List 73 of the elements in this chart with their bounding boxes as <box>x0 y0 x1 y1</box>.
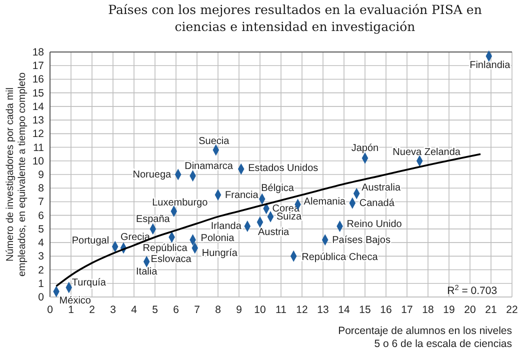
annotation: Luxemburgo <box>152 197 208 208</box>
annotation: Polonia <box>200 232 235 244</box>
annotation: Países Bajos <box>332 234 390 246</box>
annotation: Portugal <box>72 236 110 247</box>
y-tick-label: 14 <box>32 100 44 113</box>
y-tick-label: 4 <box>38 237 44 250</box>
annotation: Italia <box>136 266 158 278</box>
x-tick-label: 21 <box>485 304 497 316</box>
x-tick-label: 3 <box>110 304 116 316</box>
y-axis-title: Número de investigadores por cada mil empleados, en equivalente a tiempo completo <box>5 72 28 277</box>
annotation: Nueva Zelanda <box>392 146 461 158</box>
annotation: Bélgica <box>261 183 294 194</box>
y-tick-label: 9 <box>38 169 44 181</box>
y-tick-label: 16 <box>32 74 44 86</box>
x-tick-label: 17 <box>401 304 413 316</box>
annotation: Austria <box>258 227 290 238</box>
y-tick-label: 8 <box>38 182 44 195</box>
annotation: Suecia <box>198 136 230 147</box>
y-tick-label: 11 <box>33 142 44 154</box>
y-tick-label: 7 <box>38 196 44 208</box>
x-tick-label: 1 <box>68 304 74 316</box>
x-tick-label: 22 <box>506 304 518 316</box>
x-tick-label: 13 <box>317 304 329 316</box>
x-tick-label: 2 <box>89 304 96 316</box>
x-tick-label: 15 <box>359 304 371 316</box>
y-tick-label: 18 <box>32 46 44 58</box>
y-tick-label: 6 <box>38 210 44 222</box>
x-tick-label: 8 <box>215 304 222 316</box>
annotation: Japón <box>351 143 379 154</box>
x-tick-label: 5 <box>152 304 158 316</box>
annotation: República Eslovaca <box>142 243 192 266</box>
annotation: Hungría <box>202 248 238 259</box>
x-tick-label: 10 <box>254 304 266 316</box>
y-tick-label: 2 <box>38 264 44 276</box>
annotation: Grecia <box>120 232 150 243</box>
x-tick-label: 0 <box>47 304 54 316</box>
annotation: República Checa <box>302 252 378 264</box>
annotation: Alemania <box>304 196 346 208</box>
annotation: Finlandia <box>470 60 511 72</box>
x-tick-label: 19 <box>443 304 455 316</box>
x-tick-label: 7 <box>194 304 200 316</box>
annotation: Estados Unidos <box>248 163 318 174</box>
annotation: Dinamarca <box>184 160 234 172</box>
annotation: Noruega <box>132 170 172 180</box>
x-tick-label: 20 <box>464 304 476 316</box>
annotation: Australia <box>362 182 401 194</box>
x-tick-label: 9 <box>236 304 242 316</box>
y-tick-label: 5 <box>38 223 44 236</box>
x-axis-title: Porcentaje de alumnos en los niveles 5 o 6 de la escala de ciencias <box>338 325 512 350</box>
annotation: México <box>59 296 92 307</box>
annotation: Turquía <box>72 277 106 288</box>
annotation: Reino Unido <box>346 219 402 230</box>
x-tick-label: 12 <box>296 304 308 316</box>
y-tick-label: 3 <box>38 250 44 263</box>
y-tick-label: 13 <box>32 114 44 127</box>
x-tick-label: 4 <box>131 304 138 316</box>
x-tick-label: 11 <box>276 304 287 316</box>
chart-title: Países con los mejores resultados en la evaluación PISA en ciencias e intensidad en investigación <box>108 2 482 34</box>
y-tick-label: 1 <box>38 278 44 290</box>
annotation: España <box>136 214 170 225</box>
annotation: Francia <box>225 190 259 201</box>
y-tick-label: 10 <box>32 155 44 168</box>
annotation: Irlanda <box>210 221 242 232</box>
x-tick-label: 16 <box>380 304 392 316</box>
y-tick-label: 12 <box>32 128 44 140</box>
y-tick-label: 15 <box>32 87 44 100</box>
y-tick-label: 17 <box>32 60 44 72</box>
annotation: Canadá <box>359 198 395 210</box>
x-tick-label: 18 <box>422 304 434 316</box>
x-tick-label: 14 <box>338 304 350 316</box>
y-tick-label: 0 <box>38 292 44 304</box>
annotation: R$^{2}$ = 0.703 <box>447 282 498 298</box>
x-tick-label: 6 <box>173 304 180 316</box>
